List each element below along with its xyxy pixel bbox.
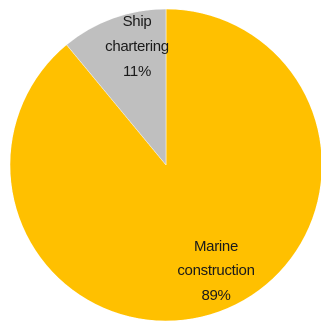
slice-label-line: chartering (105, 38, 169, 55)
slice-label-line: construction (177, 262, 254, 279)
slice-label-percent: 11% (123, 63, 151, 80)
slice-label-line: Marine (194, 238, 238, 255)
pie-slice-marine-construction (9, 8, 321, 322)
pie-slice-ship-chartering (66, 8, 167, 166)
slice-label-percent: 89% (201, 287, 230, 304)
slice-label-line: Ship (123, 13, 152, 30)
ship-chartering-label: Ship chartering 11% (105, 13, 169, 80)
marine-construction-label: Marine construction 89% (177, 238, 255, 304)
pie-slices (9, 8, 321, 322)
